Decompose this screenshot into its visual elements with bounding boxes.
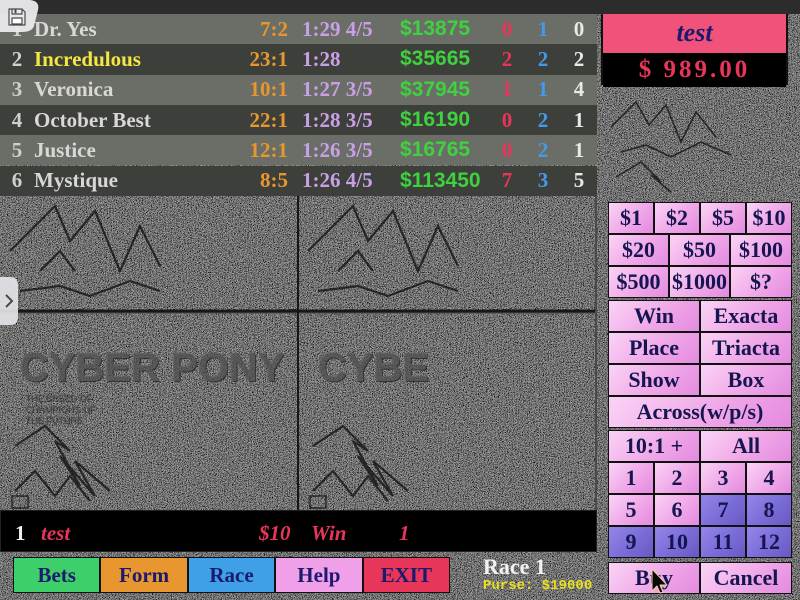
svg-text:CYBE: CYBE — [318, 346, 429, 390]
svg-text:CHAMPIONS OF: CHAMPIONS OF — [25, 404, 95, 414]
svg-text:CYBER PONY: CYBER PONY — [20, 346, 285, 390]
svg-text:THE FUTURE: THE FUTURE — [25, 415, 82, 425]
svg-text:THE BREED OF: THE BREED OF — [25, 393, 92, 403]
